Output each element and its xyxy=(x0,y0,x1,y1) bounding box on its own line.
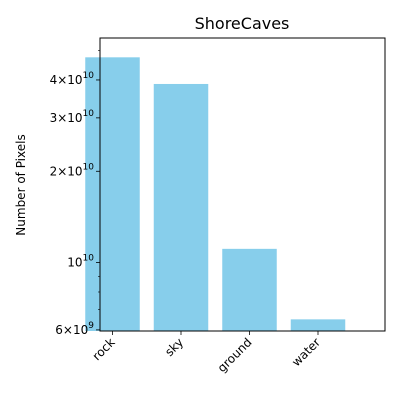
x-tick-label: ground xyxy=(215,335,255,375)
plot-frame xyxy=(99,37,386,332)
x-tick-label: rock xyxy=(90,335,118,363)
bar-water xyxy=(290,319,346,331)
chart-title: ShoreCaves xyxy=(195,14,290,33)
y-tick-label: 6×109 xyxy=(55,321,94,337)
y-tick-label: 2×1010 xyxy=(50,162,95,178)
bar-sky xyxy=(153,83,209,331)
x-tick-label: water xyxy=(289,335,323,369)
y-tick-label: 4×1010 xyxy=(50,71,95,87)
x-tick-label: sky xyxy=(162,335,186,359)
y-tick-label: 1010 xyxy=(67,254,94,270)
y-tick-label: 3×1010 xyxy=(50,109,95,125)
bar-ground xyxy=(222,248,277,331)
bar-rock xyxy=(85,57,140,331)
y-axis-label: Number of Pixels xyxy=(14,134,28,235)
bars-layer xyxy=(85,57,346,331)
